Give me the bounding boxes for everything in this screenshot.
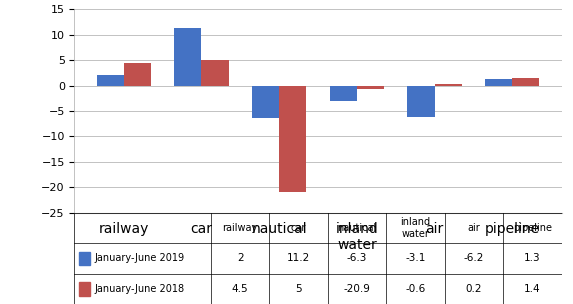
Text: -0.6: -0.6 — [405, 284, 426, 294]
Text: 0.2: 0.2 — [466, 284, 482, 294]
Bar — [512, 78, 539, 85]
Text: railway: railway — [222, 223, 258, 233]
Text: 1.3: 1.3 — [524, 254, 541, 263]
Bar — [329, 85, 357, 101]
Text: car: car — [291, 223, 306, 233]
Text: nautical: nautical — [337, 223, 376, 233]
Text: January-June 2018: January-June 2018 — [95, 284, 185, 294]
Text: 11.2: 11.2 — [287, 254, 310, 263]
Text: -20.9: -20.9 — [344, 284, 370, 294]
FancyBboxPatch shape — [79, 252, 90, 265]
Bar — [407, 85, 434, 117]
Text: 4.5: 4.5 — [231, 284, 249, 294]
Text: 1.4: 1.4 — [524, 284, 541, 294]
Text: air: air — [468, 223, 480, 233]
Bar — [202, 60, 229, 85]
Text: pipeline: pipeline — [513, 223, 552, 233]
Bar — [485, 79, 512, 85]
Bar — [357, 85, 384, 88]
FancyBboxPatch shape — [79, 282, 90, 295]
Text: January-June 2019: January-June 2019 — [95, 254, 185, 263]
Bar — [124, 63, 151, 85]
Text: -6.3: -6.3 — [347, 254, 367, 263]
Text: inland
water: inland water — [401, 217, 430, 239]
Bar — [97, 75, 124, 85]
Text: -3.1: -3.1 — [405, 254, 426, 263]
Bar — [174, 29, 202, 85]
Text: 5: 5 — [295, 284, 302, 294]
Bar — [252, 85, 279, 118]
Bar — [279, 85, 307, 192]
Text: -6.2: -6.2 — [464, 254, 484, 263]
Text: 2: 2 — [237, 254, 244, 263]
